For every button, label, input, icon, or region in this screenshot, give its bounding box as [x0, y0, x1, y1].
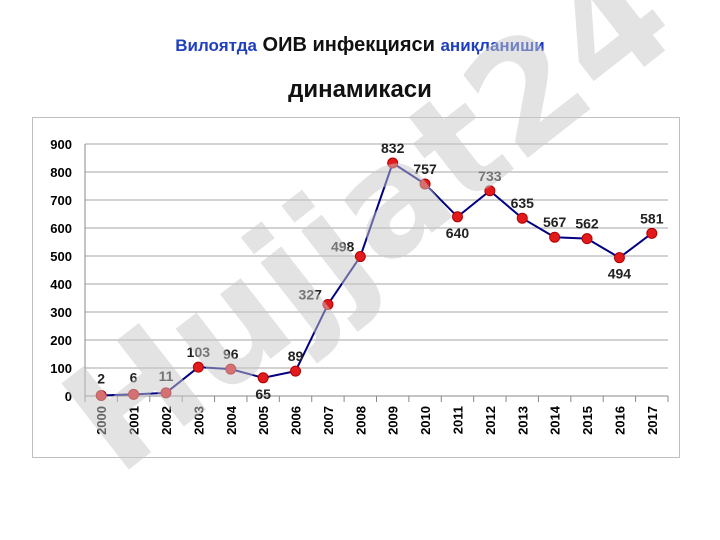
x-tick-label: 2016 — [612, 406, 627, 435]
x-tick-label: 2003 — [191, 406, 206, 435]
data-label: 832 — [381, 140, 405, 156]
x-tick-label: 2008 — [353, 406, 368, 435]
data-point — [451, 211, 463, 223]
data-label: 494 — [608, 266, 632, 282]
data-label: 2 — [97, 370, 105, 386]
data-label: 11 — [159, 368, 174, 384]
data-point — [581, 233, 593, 245]
data-point — [484, 185, 496, 197]
y-tick-label: 600 — [50, 221, 72, 236]
x-tick-label: 2017 — [645, 406, 660, 435]
data-point — [160, 387, 172, 399]
data-point — [128, 388, 140, 400]
chart-title-line1: Вилоятда ОИВ инфекцияси аниқланиши — [0, 34, 720, 57]
data-label: 327 — [299, 286, 323, 302]
data-label: 757 — [413, 161, 437, 177]
x-tick-label: 2001 — [127, 406, 142, 435]
data-label: 567 — [543, 214, 567, 230]
data-point — [516, 212, 528, 224]
y-tick-label: 200 — [50, 333, 72, 348]
data-label: 581 — [640, 210, 664, 226]
data-point — [322, 298, 334, 310]
y-tick-label: 500 — [50, 249, 72, 264]
data-point — [387, 157, 399, 169]
data-point — [646, 227, 658, 239]
y-tick-label: 400 — [50, 277, 72, 292]
series-line — [101, 161, 653, 397]
data-point — [419, 178, 431, 190]
y-tick-label: 300 — [50, 305, 72, 320]
x-tick-label: 2005 — [256, 406, 271, 435]
x-tick-label: 2006 — [289, 406, 304, 435]
data-point — [95, 389, 107, 401]
y-tick-label: 800 — [50, 165, 72, 180]
data-point — [192, 361, 204, 373]
x-tick-label: 2012 — [483, 406, 498, 435]
x-tick-label: 2007 — [321, 406, 336, 435]
title-part-1: Вилоятда — [175, 36, 257, 55]
data-point — [225, 363, 237, 375]
x-tick-label: 2014 — [548, 405, 563, 435]
data-label: 65 — [255, 386, 271, 402]
data-point — [549, 231, 561, 243]
data-label: 498 — [331, 239, 355, 255]
data-point — [257, 372, 269, 384]
data-point — [354, 251, 366, 263]
title-part-3: аниқланиши — [440, 36, 545, 55]
x-tick-label: 2004 — [224, 405, 239, 435]
x-tick-label: 2011 — [450, 406, 465, 434]
data-label: 733 — [478, 168, 502, 184]
x-tick-label: 2015 — [580, 406, 595, 435]
data-label: 6 — [130, 369, 138, 385]
data-label: 89 — [288, 348, 304, 364]
x-tick-label: 2000 — [94, 406, 109, 435]
y-tick-label: 0 — [65, 389, 72, 404]
data-label: 635 — [511, 195, 535, 211]
y-tick-label: 100 — [50, 361, 72, 376]
data-label: 96 — [223, 346, 239, 362]
x-tick-label: 2010 — [418, 406, 433, 435]
data-label: 640 — [446, 225, 470, 241]
chart-area — [32, 117, 680, 458]
x-tick-label: 2009 — [386, 406, 401, 435]
data-point — [290, 365, 302, 377]
title-part-2: ОИВ инфекцияси — [262, 34, 435, 56]
chart-title-line2: динамикаси — [288, 76, 432, 103]
data-label: 562 — [575, 216, 599, 232]
y-tick-label: 900 — [50, 137, 72, 152]
data-point — [613, 252, 625, 264]
x-tick-label: 2002 — [159, 406, 174, 435]
data-label: 103 — [187, 344, 211, 360]
x-tick-label: 2013 — [515, 406, 530, 435]
y-tick-label: 700 — [50, 193, 72, 208]
